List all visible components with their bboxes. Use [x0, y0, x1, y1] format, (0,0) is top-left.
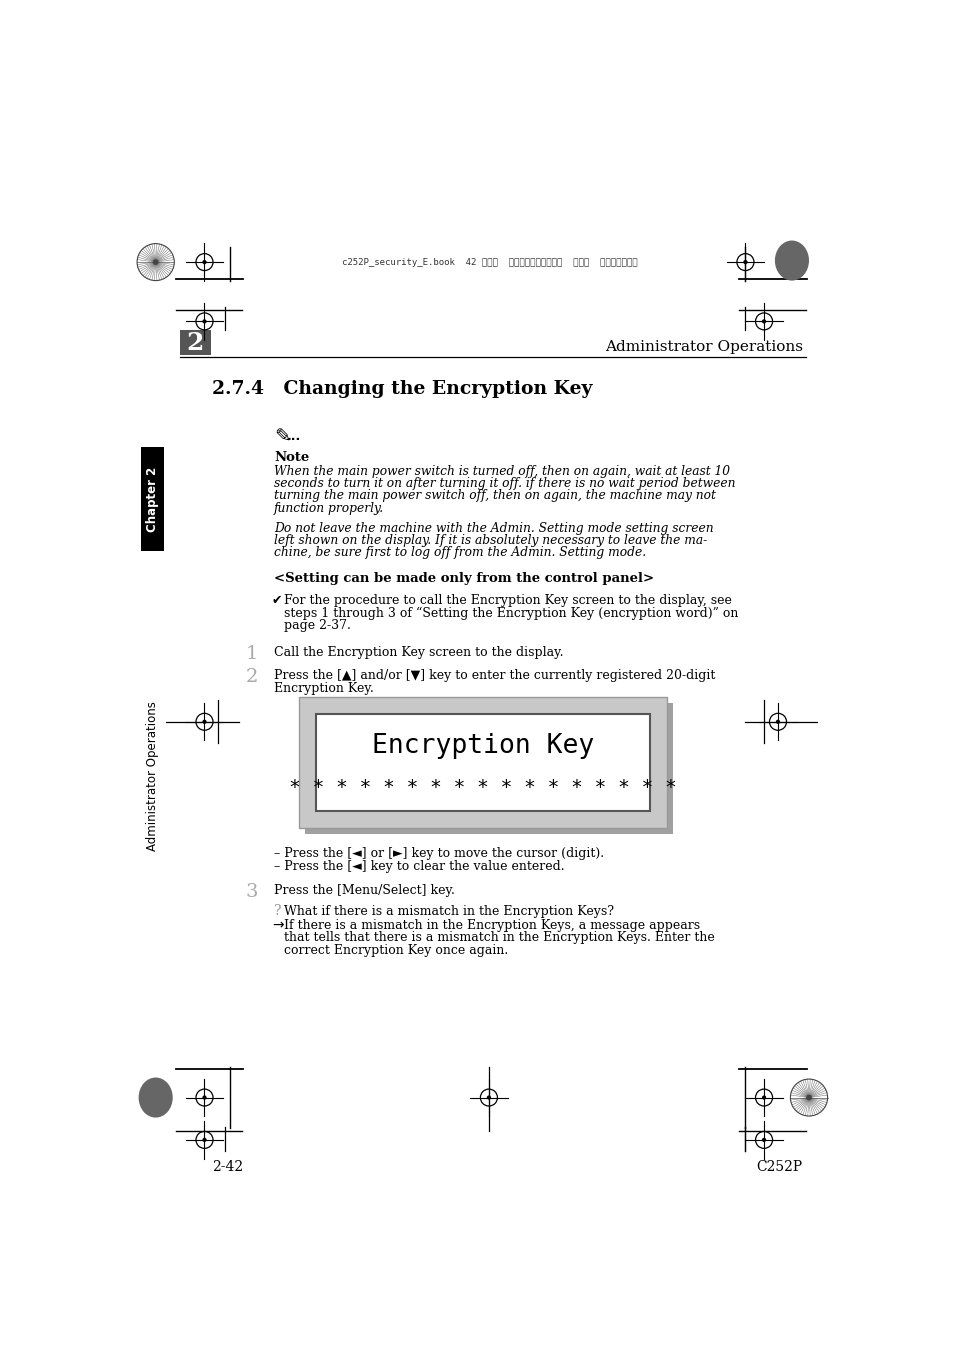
Text: Encryption Key: Encryption Key — [372, 733, 594, 760]
Text: Encryption Key.: Encryption Key. — [274, 682, 374, 695]
Text: →: → — [273, 919, 284, 933]
Text: Note: Note — [274, 451, 309, 464]
Text: seconds to turn it on after turning it off. if there is no wait period between: seconds to turn it on after turning it o… — [274, 477, 735, 490]
Ellipse shape — [138, 1077, 172, 1118]
Text: For the procedure to call the Encryption Key screen to the display, see: For the procedure to call the Encryption… — [284, 594, 732, 608]
Text: Press the [Menu/Select] key.: Press the [Menu/Select] key. — [274, 884, 455, 898]
FancyBboxPatch shape — [179, 329, 211, 355]
Text: Administrator Operations: Administrator Operations — [146, 701, 159, 850]
Text: C252P: C252P — [756, 1160, 802, 1174]
Circle shape — [202, 261, 207, 265]
Text: ···: ··· — [286, 433, 300, 446]
Text: c252P_security_E.book  42 ページ  ２００７年４月１０日  火曜日  午後７晎４６分: c252P_security_E.book 42 ページ ２００７年４月１０日 … — [341, 258, 637, 266]
Circle shape — [152, 259, 158, 265]
Text: 1: 1 — [245, 645, 257, 663]
Text: 2.7.4   Changing the Encryption Key: 2.7.4 Changing the Encryption Key — [212, 381, 592, 398]
Text: When the main power switch is turned off, then on again, wait at least 10: When the main power switch is turned off… — [274, 464, 729, 478]
Text: What if there is a mismatch in the Encryption Keys?: What if there is a mismatch in the Encry… — [284, 904, 614, 918]
Text: Press the [▲] and/or [▼] key to enter the currently registered 20-digit: Press the [▲] and/or [▼] key to enter th… — [274, 670, 715, 683]
Text: ?: ? — [274, 904, 281, 918]
Text: 2-42: 2-42 — [212, 1160, 243, 1174]
Circle shape — [202, 1138, 207, 1142]
Text: turning the main power switch off, then on again, the machine may not: turning the main power switch off, then … — [274, 489, 716, 502]
Text: correct Encryption Key once again.: correct Encryption Key once again. — [284, 944, 508, 957]
Circle shape — [805, 1095, 811, 1100]
Text: function properly.: function properly. — [274, 502, 384, 514]
Text: 2: 2 — [187, 331, 204, 355]
FancyBboxPatch shape — [141, 447, 164, 551]
Text: left shown on the display. If it is absolutely necessary to leave the ma-: left shown on the display. If it is abso… — [274, 533, 707, 547]
FancyBboxPatch shape — [298, 697, 666, 828]
Text: that tells that there is a mismatch in the Encryption Keys. Enter the: that tells that there is a mismatch in t… — [284, 931, 715, 944]
Circle shape — [775, 720, 780, 724]
Text: ✎: ✎ — [274, 428, 291, 447]
Circle shape — [761, 319, 765, 324]
FancyBboxPatch shape — [315, 714, 649, 811]
Ellipse shape — [774, 240, 808, 281]
Text: steps 1 through 3 of “Setting the Encryption Key (encryption word)” on: steps 1 through 3 of “Setting the Encryp… — [284, 606, 738, 620]
Circle shape — [202, 1095, 207, 1100]
FancyBboxPatch shape — [305, 703, 673, 834]
Text: If there is a mismatch in the Encryption Keys, a message appears: If there is a mismatch in the Encryption… — [284, 919, 700, 931]
Text: – Press the [◄] key to clear the value entered.: – Press the [◄] key to clear the value e… — [274, 860, 564, 872]
Circle shape — [761, 1138, 765, 1142]
Text: Chapter 2: Chapter 2 — [146, 466, 159, 532]
Text: ✔: ✔ — [272, 594, 282, 608]
Text: 3: 3 — [245, 883, 258, 900]
Text: Call the Encryption Key screen to the display.: Call the Encryption Key screen to the di… — [274, 647, 563, 659]
Circle shape — [742, 261, 747, 265]
Text: chine, be sure first to log off from the Admin. Setting mode.: chine, be sure first to log off from the… — [274, 547, 646, 559]
Circle shape — [202, 319, 207, 324]
Text: <Setting can be made only from the control panel>: <Setting can be made only from the contr… — [274, 572, 654, 586]
Text: 2: 2 — [245, 668, 257, 686]
Text: Administrator Operations: Administrator Operations — [604, 340, 802, 354]
Text: page 2-37.: page 2-37. — [284, 618, 351, 632]
Text: * * * * * * * * * * * * * * * * *: * * * * * * * * * * * * * * * * * — [289, 778, 677, 796]
Circle shape — [486, 1095, 491, 1100]
Circle shape — [202, 720, 207, 724]
Text: – Press the [◄] or [►] key to move the cursor (digit).: – Press the [◄] or [►] key to move the c… — [274, 848, 604, 860]
Circle shape — [761, 1095, 765, 1100]
Text: Do not leave the machine with the Admin. Setting mode setting screen: Do not leave the machine with the Admin.… — [274, 521, 713, 535]
